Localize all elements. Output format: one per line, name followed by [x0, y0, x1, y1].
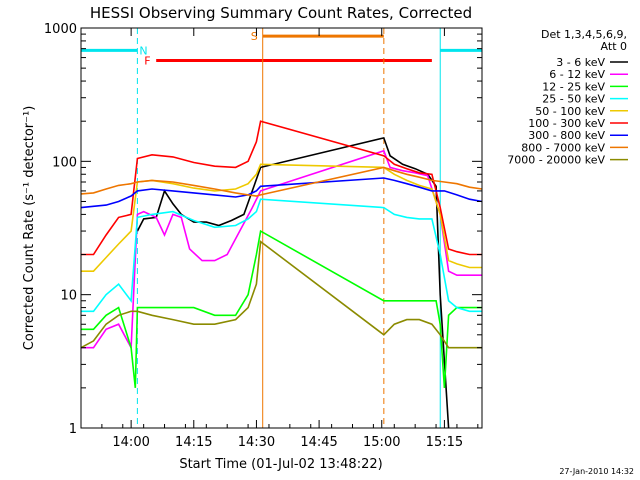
legend-header-line-1: Det 1,3,4,5,6,9,	[541, 28, 627, 41]
footer-date: 27-Jan-2010 14:32	[559, 467, 634, 476]
chart-title: HESSI Observing Summary Count Rates, Cor…	[90, 4, 472, 22]
legend-label-2: 12 - 25 keV	[542, 80, 605, 93]
series-line-4-part-0	[81, 163, 482, 273]
plot-frame	[80, 27, 483, 429]
x-tick-label-0: 14:00	[112, 435, 149, 450]
y-tick-label-2: 100	[52, 155, 77, 170]
x-tick-label-4: 15:00	[363, 435, 400, 450]
series-line-8-part-0	[80, 240, 482, 349]
x-tick-label-5: 15:15	[426, 435, 463, 450]
x-axis-label: Start Time (01-Jul-02 13:48:22)	[179, 457, 382, 472]
legend-label-6: 300 - 800 keV	[528, 129, 605, 142]
series-line-5-part-0	[81, 120, 482, 256]
flag-N-label: N	[139, 44, 147, 57]
series-line-3-part-0	[81, 198, 482, 313]
x-tick-label-2: 14:30	[238, 435, 275, 450]
x-tick-label-1: 14:15	[175, 435, 212, 450]
series-line-0-part-0	[136, 136, 450, 429]
legend-label-5: 100 - 300 keV	[528, 117, 605, 130]
legend-header-line-2: Att 0	[601, 40, 627, 53]
series-layer	[80, 120, 483, 429]
axes-layer: 14:00 14:15 14:30 14:45 15:00 15:15 1 10 100 1000	[44, 22, 482, 450]
y-tick-label-0: 1	[69, 422, 77, 437]
series-line-2-part-0	[81, 229, 482, 388]
legend-label-1: 6 - 12 keV	[549, 68, 605, 81]
legend-label-7: 800 - 7000 keV	[521, 141, 605, 154]
flag-F-label: F	[144, 55, 150, 68]
y-axis-label: Corrected Count Rate (s⁻¹ detector⁻¹)	[22, 106, 37, 351]
series-line-7-part-0	[80, 166, 483, 197]
legend-label-3: 25 - 50 keV	[542, 93, 605, 106]
y-tick-label-3: 1000	[44, 22, 77, 37]
legend-label-8: 7000 - 20000 keV	[507, 154, 605, 167]
legend-label-4: 50 - 100 keV	[535, 105, 605, 118]
y-tick-label-1: 10	[60, 289, 77, 304]
flag-S-label: S	[251, 30, 258, 43]
legend-label-0: 3 - 6 keV	[556, 56, 605, 69]
x-tick-label-3: 14:45	[300, 435, 337, 450]
